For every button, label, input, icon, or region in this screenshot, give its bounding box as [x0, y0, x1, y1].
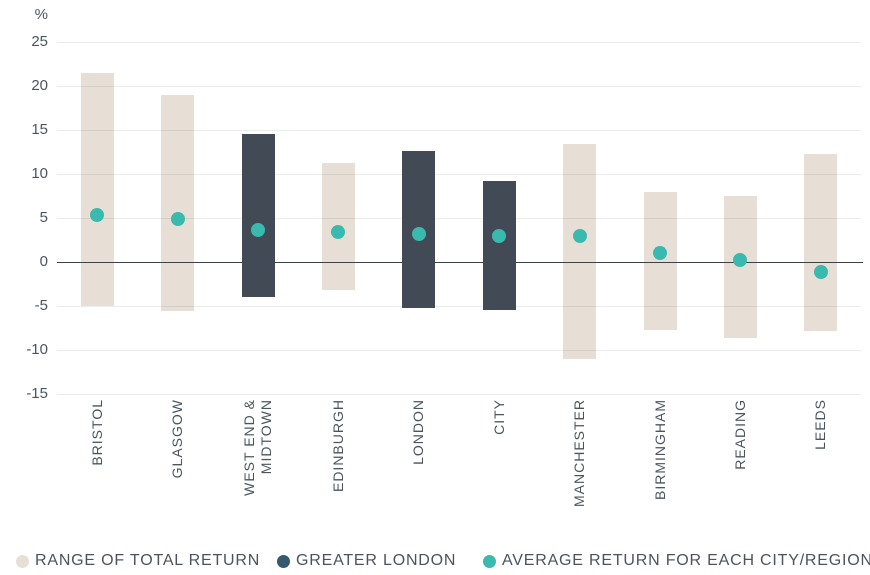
range-bar: [161, 94, 195, 312]
zero-axis-line: [57, 262, 863, 263]
gridline: [57, 174, 861, 175]
x-category-label-text: CITY: [490, 399, 507, 435]
average-return-dot: [813, 264, 828, 279]
average-return-dot: [411, 226, 426, 241]
y-tick-label: 0: [39, 253, 48, 270]
x-category-label-text: WEST END & MIDTOWN: [241, 399, 274, 496]
x-category-label-text: GLASGOW: [169, 399, 186, 479]
y-tick-label: 20: [31, 77, 48, 94]
x-category-label-text: EDINBURGH: [329, 399, 346, 493]
average-return-dot: [251, 223, 265, 238]
range-bar: [643, 192, 677, 330]
legend-label-greater-london: GREATER LONDON: [296, 552, 457, 569]
legend-label-average-return: AVERAGE RETURN FOR EACH CITY/REGION: [502, 552, 870, 569]
range-bar: [563, 144, 597, 359]
legend-item-range-of-total-return: RANGE OF TOTAL RETURN: [16, 549, 260, 573]
average-return-dot: [90, 208, 105, 223]
gridline: [57, 130, 861, 131]
gridline: [57, 306, 861, 307]
average-return-dot: [331, 225, 346, 240]
greater-london-range-bar: [241, 134, 275, 298]
y-tick-label: 15: [31, 121, 48, 138]
y-tick-label: 10: [31, 165, 48, 182]
y-axis-unit-label: %: [34, 6, 48, 23]
legend-item-average-return: AVERAGE RETURN FOR EACH CITY/REGION: [483, 549, 870, 573]
y-tick-label: -5: [34, 297, 48, 314]
x-category-label-text: LONDON: [410, 399, 427, 465]
y-tick-label: 25: [31, 33, 48, 50]
y-tick-label: -15: [26, 385, 48, 402]
gridline: [57, 86, 861, 87]
legend-label-range-of-total-return: RANGE OF TOTAL RETURN: [35, 552, 261, 569]
x-category-label-text: READING: [731, 399, 748, 470]
gridline: [57, 350, 861, 351]
average-return-dot: [733, 253, 748, 268]
range-bar: [804, 153, 838, 331]
y-tick-label: -10: [26, 341, 48, 358]
gridline: [57, 394, 861, 395]
average-return-dot: [170, 211, 185, 226]
average-return-swatch-icon: [483, 554, 496, 568]
gridline: [57, 218, 861, 219]
range-of-total-return-swatch-icon: [16, 554, 29, 568]
x-category-label-text: LEEDS: [812, 399, 829, 450]
x-category-label-text: MANCHESTER: [571, 399, 588, 508]
legend-item-greater-london: GREATER LONDON: [277, 549, 456, 573]
x-category-label-text: BIRMINGHAM: [651, 399, 668, 500]
greater-london-range-bar: [482, 181, 516, 311]
greater-london-swatch-icon: [277, 554, 290, 568]
range-bar: [80, 72, 114, 306]
x-category-label-text: BRISTOL: [88, 399, 105, 466]
y-tick-label: 5: [39, 209, 48, 226]
gridline: [57, 42, 861, 43]
average-return-dot: [572, 229, 587, 244]
average-return-dot: [492, 229, 507, 244]
average-return-dot: [653, 246, 667, 261]
